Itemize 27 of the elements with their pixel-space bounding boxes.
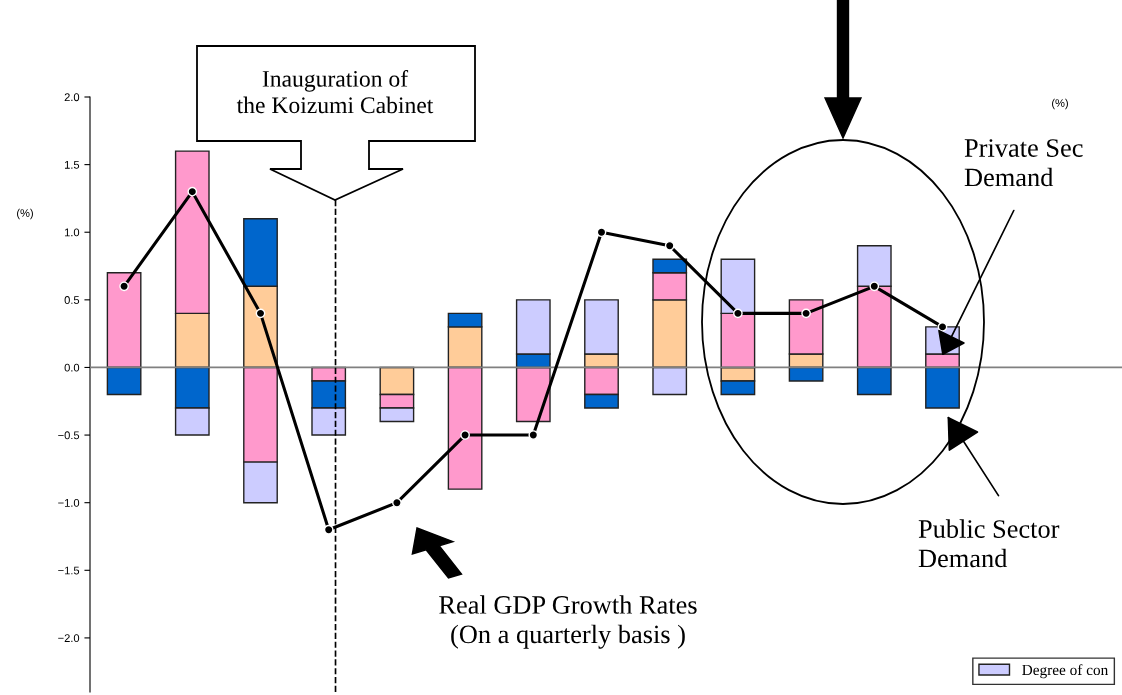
point xyxy=(937,322,948,332)
point xyxy=(460,430,470,440)
point xyxy=(664,240,675,251)
annotation: Private Sec Demand xyxy=(964,139,1083,187)
y-tick-label: 2.0 xyxy=(64,93,80,102)
y-tick-label: 0.0 xyxy=(64,363,80,372)
point xyxy=(255,308,266,319)
point xyxy=(119,281,129,292)
text: (%) xyxy=(1052,98,1068,110)
point xyxy=(392,497,402,508)
y-tick-label: 1.5 xyxy=(64,161,80,169)
legend-label: Degree of con xyxy=(1022,664,1109,679)
point xyxy=(733,308,743,319)
y-tick-label: −2.0 xyxy=(58,634,80,643)
annotation: Public Sector Demand xyxy=(918,519,1060,568)
annotation: Inauguration of the Koizumi Cabinet xyxy=(236,69,434,114)
y-tick-label: −1.0 xyxy=(58,498,80,507)
point xyxy=(187,186,198,197)
point xyxy=(801,308,811,319)
point xyxy=(528,430,539,440)
y-tick-label: −1.5 xyxy=(58,566,80,575)
y-tick-label: −0.5 xyxy=(58,431,80,440)
annotation: Real GDP Growth Rates (On a quarterly basis ) xyxy=(439,595,697,649)
y-tick-label: 1.0 xyxy=(64,228,80,237)
y-axis-title: (%) xyxy=(17,208,33,220)
point xyxy=(869,281,880,292)
y-tick-label: 0.5 xyxy=(64,296,80,304)
